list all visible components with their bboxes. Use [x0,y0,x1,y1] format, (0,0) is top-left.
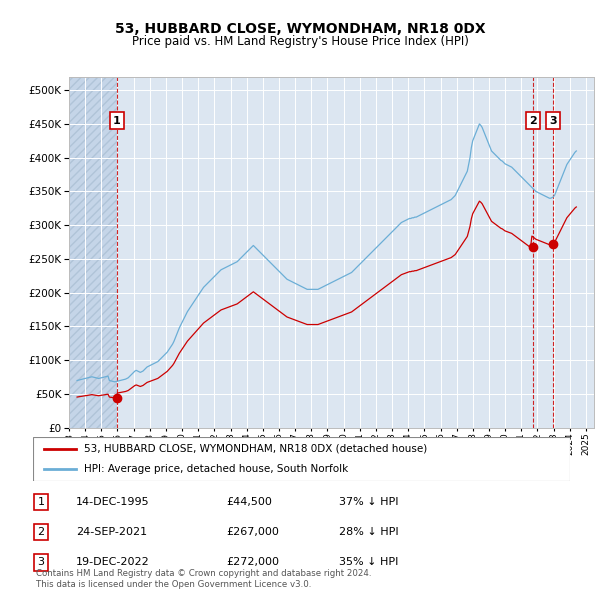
Text: 3: 3 [38,558,44,568]
Text: 37% ↓ HPI: 37% ↓ HPI [339,497,398,507]
Text: 19-DEC-2022: 19-DEC-2022 [76,558,150,568]
Text: 28% ↓ HPI: 28% ↓ HPI [339,527,399,537]
Text: Price paid vs. HM Land Registry's House Price Index (HPI): Price paid vs. HM Land Registry's House … [131,35,469,48]
Text: £267,000: £267,000 [226,527,279,537]
Text: 3: 3 [549,116,557,126]
Text: 14-DEC-1995: 14-DEC-1995 [76,497,149,507]
Text: £44,500: £44,500 [226,497,272,507]
Text: HPI: Average price, detached house, South Norfolk: HPI: Average price, detached house, Sout… [84,464,348,474]
Text: 2: 2 [37,527,44,537]
Text: 24-SEP-2021: 24-SEP-2021 [76,527,147,537]
Text: Contains HM Land Registry data © Crown copyright and database right 2024.
This d: Contains HM Land Registry data © Crown c… [36,569,371,589]
Text: 2: 2 [529,116,537,126]
Bar [69,77,117,428]
Text: 1: 1 [38,497,44,507]
FancyBboxPatch shape [33,437,570,481]
Text: 1: 1 [113,116,121,126]
Text: 53, HUBBARD CLOSE, WYMONDHAM, NR18 0DX: 53, HUBBARD CLOSE, WYMONDHAM, NR18 0DX [115,22,485,36]
Text: 35% ↓ HPI: 35% ↓ HPI [339,558,398,568]
Text: £272,000: £272,000 [226,558,280,568]
Text: 53, HUBBARD CLOSE, WYMONDHAM, NR18 0DX (detached house): 53, HUBBARD CLOSE, WYMONDHAM, NR18 0DX (… [84,444,427,454]
